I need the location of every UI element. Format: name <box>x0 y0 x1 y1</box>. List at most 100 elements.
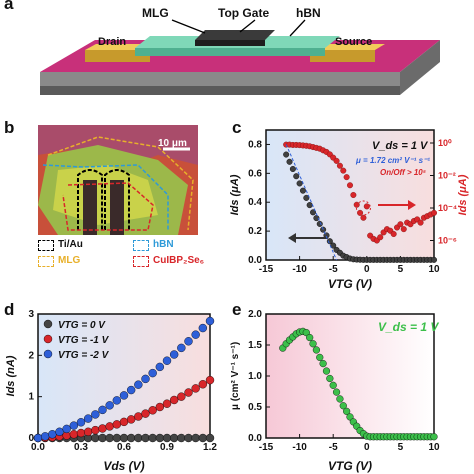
data-point-series-0 <box>339 402 347 410</box>
data-point-series-2 <box>191 330 200 339</box>
electrode-1 <box>83 180 97 235</box>
data-point-series-0 <box>191 433 200 443</box>
onoff-highlight-circle <box>355 200 371 216</box>
top-gate <box>195 30 275 40</box>
legend-label-1: VTG = -1 V <box>58 335 110 346</box>
data-point-right-series <box>333 157 340 164</box>
data-point-series-0 <box>332 388 341 396</box>
label-mlg: MLG <box>142 6 169 20</box>
data-point-right-series <box>390 230 397 237</box>
e-annotation-vds: V_ds = 1 V <box>378 320 439 334</box>
y-tick-label: 2 <box>28 350 34 361</box>
data-point-series-2 <box>126 385 136 395</box>
data-point-series-1 <box>155 402 165 412</box>
data-point-series-0 <box>306 202 313 209</box>
data-point-series-1 <box>205 375 215 385</box>
data-point-right-series <box>350 191 357 198</box>
chart-mobility-curve: -15 -10 -5 0 5 10 0.0 0.5 1.0 1.5 2.0 VTG (V) μ (cm²… <box>230 309 440 473</box>
data-point-series-0 <box>343 407 351 415</box>
data-point-series-0 <box>112 433 122 443</box>
data-point-series-0 <box>119 433 129 443</box>
y-tick-label: 0.2 <box>248 226 262 237</box>
chart-transfer-curve: -15 -10 -5 0 5 10 0.0 0.2 0.4 0.6 0.8 10⁰ 10⁻² 10⁻⁴ 10… <box>229 129 469 291</box>
data-point-series-2 <box>33 433 43 443</box>
x-tick-label: 1.2 <box>203 442 217 453</box>
x-tick-label: 5 <box>398 442 404 453</box>
y-tick-label: 0.8 <box>248 139 262 150</box>
data-point-series-1 <box>177 392 186 401</box>
x-tick-label: 10 <box>428 264 440 275</box>
x-axis-label: VTG (V) <box>328 459 372 473</box>
c-annotation-vds: V_ds = 1 V <box>372 140 428 152</box>
data-point-series-0 <box>134 433 143 443</box>
data-point-series-1 <box>119 417 129 427</box>
data-point-series-1 <box>184 388 193 397</box>
data-point-series-0 <box>310 209 317 216</box>
data-point-series-2 <box>98 405 107 415</box>
y-right-tick-label: 10⁻⁴ <box>438 203 457 213</box>
data-point-series-2 <box>83 414 93 423</box>
data-point-series-0 <box>346 413 354 421</box>
data-point-series-0 <box>312 346 321 354</box>
data-point-series-2 <box>76 418 86 427</box>
x-tick-label: 0 <box>364 264 370 275</box>
legend-label-2: VTG = -2 V <box>58 350 110 361</box>
data-point-series-1 <box>141 409 150 418</box>
data-point-series-0 <box>148 433 157 443</box>
x-tick-label: 5 <box>398 264 404 275</box>
data-point-series-2 <box>198 323 208 333</box>
y-tick-label: 0 <box>28 433 34 444</box>
data-point-series-0 <box>141 433 150 443</box>
legend-swatch-cuibpse <box>133 256 149 267</box>
x-tick-label: -10 <box>292 264 307 275</box>
data-point-series-0 <box>283 151 290 158</box>
optical-micrograph <box>38 125 198 235</box>
data-point-series-2 <box>105 401 114 410</box>
data-point-series-0 <box>313 215 320 222</box>
y-tick-label: 0.4 <box>248 197 262 208</box>
legend-label-tiau: Ti/Au <box>58 239 83 250</box>
data-point-right-series <box>346 182 353 189</box>
data-point-right-series <box>336 162 343 169</box>
data-point-series-2 <box>162 356 172 365</box>
source-electrode <box>310 44 385 50</box>
y-tick-label: 2.0 <box>248 309 262 320</box>
panel-b-legend: Ti/Au hBN MLG CuIBP₂Se₆ <box>38 239 218 270</box>
data-point-right-series <box>377 234 384 241</box>
scalebar-label: 10 μm <box>158 138 187 149</box>
data-point-series-0 <box>329 381 337 389</box>
electrode-2 <box>110 180 124 235</box>
legend-label-0: VTG = 0 V <box>58 320 106 331</box>
data-point-series-0 <box>98 433 107 443</box>
data-point-series-2 <box>119 391 129 400</box>
legend-swatch-mlg <box>38 256 54 267</box>
y-axis-label: μ (cm² V⁻¹ s⁻¹) <box>230 342 241 410</box>
y-tick-label: 0.6 <box>248 168 262 179</box>
y-tick-label: 3 <box>28 309 34 320</box>
data-point-series-1 <box>198 380 208 389</box>
plot-background <box>38 314 210 438</box>
data-point-series-1 <box>98 424 107 433</box>
data-point-series-1 <box>105 422 114 431</box>
y-tick-label: 1.0 <box>248 371 262 382</box>
legend-label-hbn: hBN <box>153 239 174 250</box>
data-point-series-1 <box>148 406 157 415</box>
arrow-left-head <box>288 233 296 243</box>
y-axis-label: Ids (nA) <box>5 355 17 396</box>
legend-swatch-tiau <box>38 240 54 251</box>
mobility-fit-line <box>285 144 338 261</box>
data-point-series-2 <box>205 316 215 326</box>
x-tick-label: 0.6 <box>117 442 131 453</box>
data-point-series-2 <box>169 350 179 359</box>
y-right-tick-label: 10⁰ <box>438 138 452 148</box>
data-point-series-1 <box>134 412 143 421</box>
c-annotation-onoff: On/Off > 10⁵ <box>380 168 427 177</box>
data-point-series-0 <box>319 359 327 368</box>
x-tick-label: -5 <box>329 264 338 275</box>
data-point-series-0 <box>322 367 331 375</box>
data-point-series-0 <box>177 433 186 443</box>
data-point-right-series <box>400 226 407 233</box>
data-point-right-series <box>340 167 347 174</box>
data-point-series-0 <box>316 220 323 227</box>
data-point-right-series <box>430 209 437 216</box>
